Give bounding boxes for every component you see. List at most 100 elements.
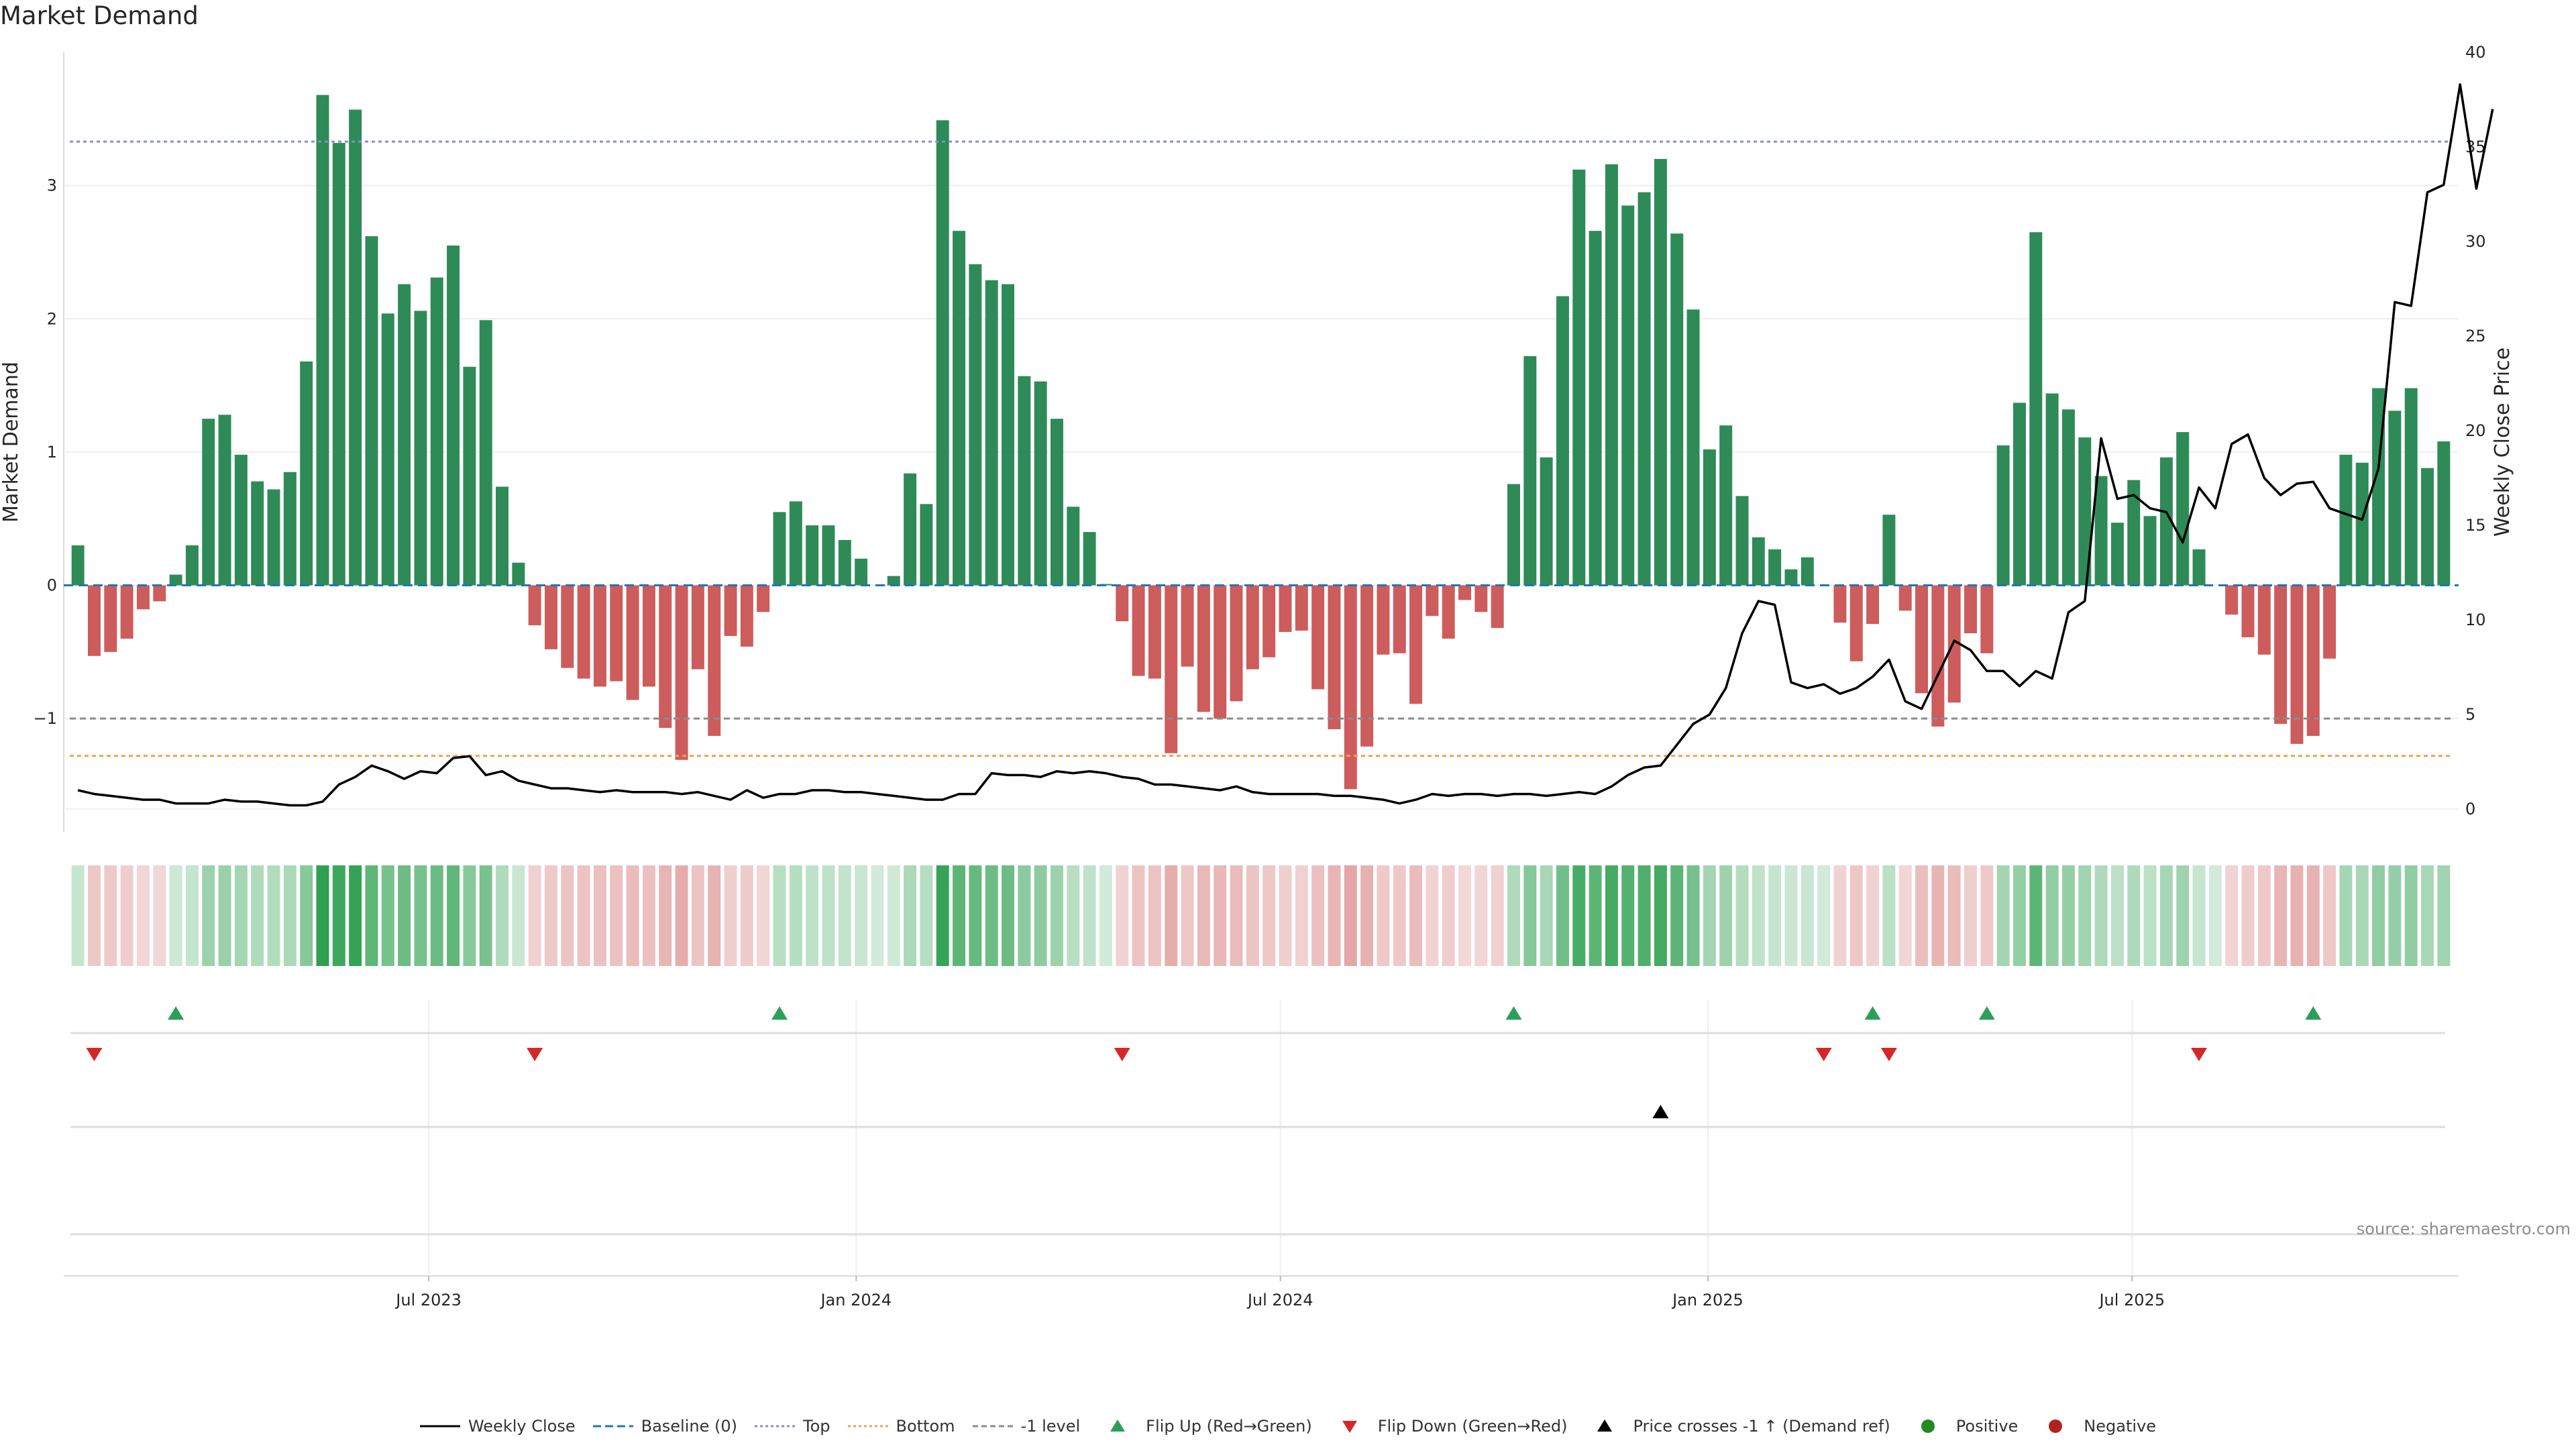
heat-cell <box>1148 865 1161 966</box>
heat-cell <box>1670 865 1684 966</box>
demand-bar <box>153 585 166 602</box>
heat-cell <box>300 865 313 966</box>
heat-cell <box>1214 865 1227 966</box>
heat-cell <box>1393 865 1406 966</box>
heat-cell <box>1866 865 1880 966</box>
demand-bar <box>1540 457 1553 586</box>
y-tick-label: 2 <box>47 309 57 328</box>
demand-bar <box>545 585 557 649</box>
demand-bar <box>267 489 280 586</box>
x-tick-label: Jul 2025 <box>2098 1291 2165 1309</box>
demand-bar <box>1246 585 1259 669</box>
demand-bar <box>2045 393 2059 586</box>
heat-cell <box>1752 865 1765 966</box>
demand-bar <box>920 504 933 586</box>
demand-bar <box>1507 484 1520 586</box>
heat-cell <box>2323 865 2337 966</box>
demand-bar <box>2176 432 2190 586</box>
demand-bar <box>398 284 411 586</box>
heat-cell <box>1409 865 1423 966</box>
heat-cell <box>2306 865 2320 966</box>
demand-bar <box>1833 585 1847 623</box>
demand-bar <box>1165 585 1178 753</box>
y-tick-label: 3 <box>47 176 57 195</box>
demand-bar <box>1263 585 1276 657</box>
heat-cell <box>430 865 443 966</box>
legend-baseline: Baseline (0) <box>592 1417 737 1436</box>
legend-label: Negative <box>2084 1417 2157 1436</box>
demand-bar <box>2110 523 2124 586</box>
demand-bar <box>2225 585 2239 615</box>
demand-bar <box>1491 585 1504 629</box>
demand-bar <box>2339 454 2353 586</box>
demand-bar <box>2012 402 2026 586</box>
heat-cell <box>1050 865 1063 966</box>
demand-bar <box>463 366 476 586</box>
heat-cell <box>1621 865 1635 966</box>
demand-bar <box>316 95 329 586</box>
heat-cell <box>675 865 688 966</box>
demand-bar <box>1230 585 1243 702</box>
heat-cell <box>1377 865 1390 966</box>
demand-bar <box>1719 425 1733 586</box>
demand-bar <box>1181 585 1194 667</box>
heat-cell <box>2274 865 2288 966</box>
flip-down-marker <box>86 1048 103 1061</box>
legend-top: Top <box>755 1417 830 1436</box>
demand-bar <box>985 280 998 586</box>
chart-title: Market Demand <box>0 1 199 30</box>
heat-cell <box>2404 865 2418 966</box>
heat-cell <box>577 865 590 966</box>
demand-bar <box>855 558 868 586</box>
y2-tick-label: 15 <box>2465 516 2486 535</box>
weekly-close-line <box>77 83 2494 807</box>
heat-cell <box>1654 865 1667 966</box>
heat-cell <box>447 865 460 966</box>
heat-cell <box>1279 865 1292 966</box>
heat-cell <box>1964 865 1977 966</box>
triangle-up-icon <box>1097 1417 1138 1436</box>
heat-cell <box>1849 865 1863 966</box>
demand-bar <box>1295 585 1308 631</box>
demand-bar <box>1866 585 1880 625</box>
demand-bar <box>430 277 443 586</box>
demand-bar <box>1360 585 1374 747</box>
demand-bar <box>1034 381 1047 586</box>
legend-line-dotted-icon <box>847 1417 888 1436</box>
heat-cell <box>2339 865 2353 966</box>
demand-bar <box>2274 585 2288 724</box>
demand-bar <box>120 585 133 639</box>
heat-cell <box>1801 865 1814 966</box>
demand-bar <box>1915 585 1929 694</box>
legend-label: Top <box>803 1417 830 1436</box>
demand-bar <box>283 472 297 586</box>
demand-bar <box>2143 516 2157 586</box>
y2-tick-label: 20 <box>2465 421 2486 440</box>
heat-cell <box>2110 865 2124 966</box>
heat-cell <box>1067 865 1080 966</box>
heat-cell <box>920 865 933 966</box>
heat-cell <box>642 865 655 966</box>
heat-cell <box>414 865 427 966</box>
y2-tick-label: 25 <box>2465 327 2486 345</box>
heat-cell <box>104 865 117 966</box>
legend-label: Weekly Close <box>468 1417 576 1436</box>
demand-bar <box>593 585 606 687</box>
heat-cell <box>757 865 770 966</box>
demand-bar <box>1148 585 1161 679</box>
heat-cell <box>2437 865 2451 966</box>
legend-label: Price crosses -1 ↑ (Demand ref) <box>1633 1417 1890 1436</box>
demand-bar <box>1931 585 1945 727</box>
demand-bar <box>789 501 802 586</box>
demand-bar <box>2290 585 2304 744</box>
heat-cell <box>561 865 574 966</box>
x-tick-label: Jul 2024 <box>1246 1291 1313 1309</box>
demand-bar <box>1849 585 1863 661</box>
demand-bar <box>185 545 199 586</box>
demand-bar <box>2029 232 2043 586</box>
heat-cell <box>2127 865 2141 966</box>
heat-cell <box>283 865 297 966</box>
heat-cell <box>1132 865 1145 966</box>
demand-bar <box>2127 480 2141 586</box>
